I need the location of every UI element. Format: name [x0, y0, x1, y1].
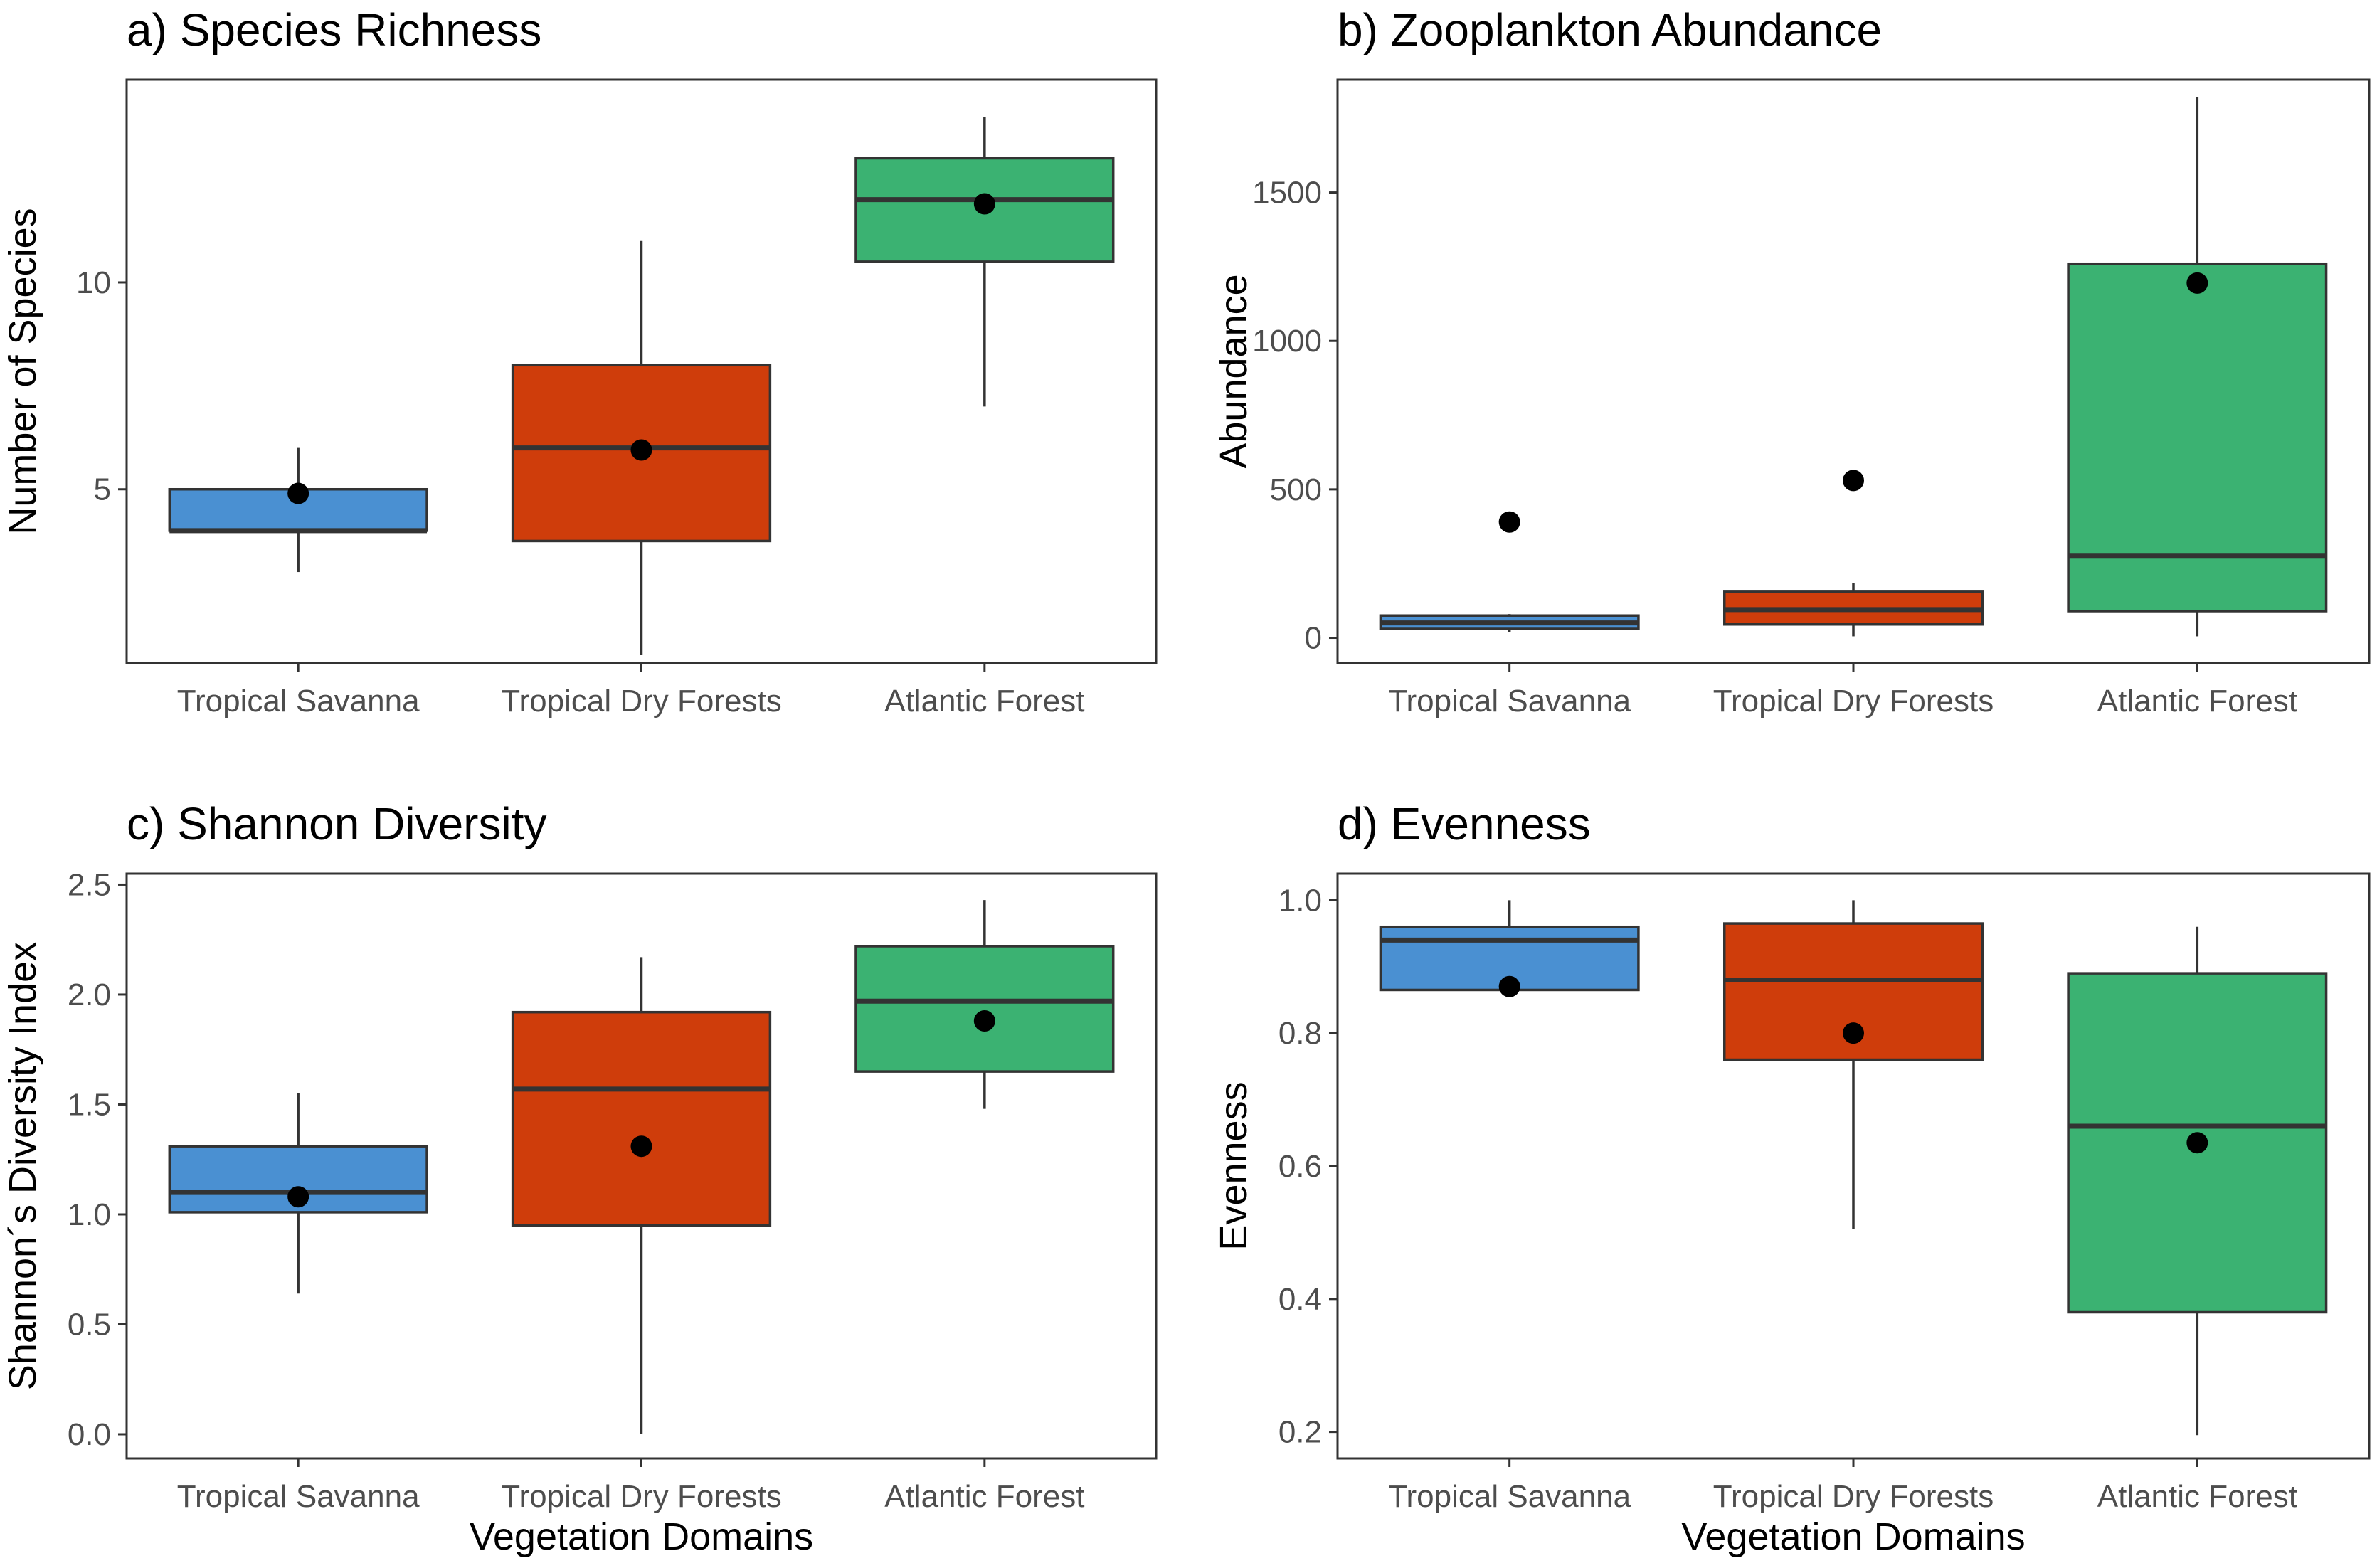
y-tick-label-c: 1.0 [68, 1197, 111, 1232]
panel-title-b: b) Zooplankton Abundance [1338, 4, 1882, 55]
y-tick-label-d: 0.6 [1279, 1149, 1322, 1184]
panel-a: a) Species Richness 5 10 Number of Species T… [1, 4, 1158, 719]
mean-point-b-tropical-savanna [1498, 511, 1520, 533]
panel-title-d: d) Evenness [1338, 798, 1591, 849]
mean-point-d-atlantic-forest [2186, 1132, 2208, 1154]
x-tick-label-d: Atlantic Forest [2097, 1479, 2297, 1514]
y-tick-label-b: 1500 [1252, 176, 1322, 211]
y-tick-label-d: 0.2 [1279, 1415, 1322, 1450]
x-tick-label-a: Atlantic Forest [884, 684, 1084, 719]
y-axis-title-b: Abundance [1212, 274, 1255, 468]
mean-point-d-tropical-savanna [1498, 975, 1520, 997]
mean-point-d-tropical-dry-forests [1843, 1022, 1864, 1044]
y-tick-label-b: 0 [1305, 621, 1322, 656]
x-tick-label-c: Tropical Dry Forests [501, 1479, 781, 1514]
panel-title-c: c) Shannon Diversity [127, 798, 546, 849]
x-axis-title-d: Vegetation Domains [1681, 1515, 2025, 1558]
y-tick-label-a: 10 [76, 265, 111, 300]
panel-b: b) Zooplankton Abundance 0 500 1000 1500 Abun… [1212, 4, 2371, 719]
mean-point-c-tropical-savanna [287, 1186, 309, 1208]
x-tick-label-d: Tropical Savanna [1388, 1479, 1631, 1514]
y-tick-label-c: 0.0 [68, 1417, 111, 1452]
x-tick-label-a: Tropical Savanna [177, 684, 420, 719]
y-tick-label-c: 2.0 [68, 978, 111, 1012]
mean-point-b-tropical-dry-forests [1843, 470, 1864, 492]
y-tick-label-c: 1.5 [68, 1087, 111, 1122]
box-c-atlantic-forest [854, 945, 1115, 1073]
y-tick-label-c: 2.5 [68, 867, 111, 902]
mean-point-a-tropical-savanna [287, 482, 309, 504]
y-tick-label-a: 5 [94, 472, 111, 507]
panel-title-a: a) Species Richness [127, 4, 541, 55]
x-tick-label-d: Tropical Dry Forests [1713, 1479, 1994, 1514]
mean-point-a-tropical-dry-forests [630, 439, 652, 461]
y-tick-label-b: 500 [1270, 472, 1322, 507]
x-tick-label-c: Atlantic Forest [884, 1479, 1084, 1514]
y-tick-label-d: 1.0 [1279, 883, 1322, 918]
mean-point-c-atlantic-forest [973, 1010, 995, 1032]
y-axis-title-d: Evenness [1212, 1081, 1255, 1250]
x-tick-label-a: Tropical Dry Forests [501, 684, 781, 719]
y-tick-label-d: 0.4 [1279, 1282, 1322, 1317]
panel-d: d) Evenness 0.2 0.4 0.6 0.8 1.0 Evenness Tropic… [1212, 798, 2371, 1558]
x-tick-label-b: Tropical Savanna [1388, 684, 1631, 719]
y-tick-label-c: 0.5 [68, 1307, 111, 1342]
x-tick-label-b: Atlantic Forest [2097, 684, 2297, 719]
mean-point-c-tropical-dry-forests [630, 1135, 652, 1158]
y-axis-title-a: Number of Species [1, 208, 44, 534]
y-tick-label-d: 0.8 [1279, 1016, 1322, 1051]
box-c-tropical-dry-forests [511, 1010, 772, 1227]
x-tick-label-c: Tropical Savanna [177, 1479, 420, 1514]
y-axis-title-c: Shannon´s Diversity Index [1, 942, 44, 1390]
panel-c: c) Shannon Diversity 0.0 0.5 1.0 1.5 2.0 2.5 Sh… [1, 798, 1158, 1558]
mean-point-a-atlantic-forest [973, 193, 995, 215]
mean-point-b-atlantic-forest [2186, 272, 2208, 294]
box-b-atlantic-forest [2067, 262, 2328, 613]
x-tick-label-b: Tropical Dry Forests [1713, 684, 1994, 719]
x-axis-title-c: Vegetation Domains [470, 1515, 813, 1558]
y-tick-label-b: 1000 [1252, 324, 1322, 359]
